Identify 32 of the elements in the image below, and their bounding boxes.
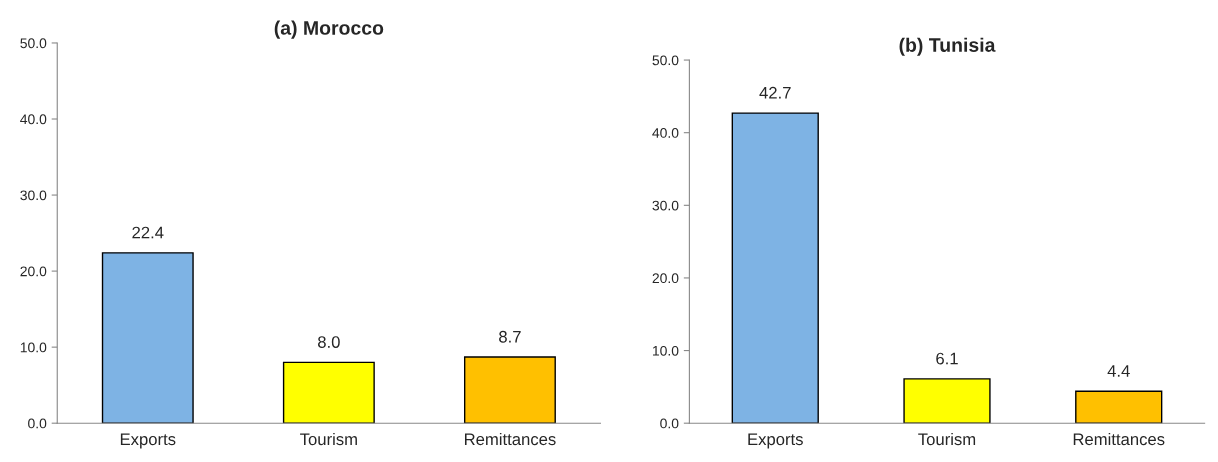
bar bbox=[463, 356, 556, 424]
y-tick-label: 20.0 bbox=[652, 273, 679, 284]
x-tick-label: Tourism bbox=[300, 432, 357, 446]
y-tick-label: 20.0 bbox=[20, 266, 47, 277]
x-tick-label: Remittances bbox=[1073, 432, 1165, 446]
bar bbox=[101, 252, 194, 424]
y-tick-label: 50.0 bbox=[652, 55, 679, 66]
data-label: 6.1 bbox=[936, 352, 958, 365]
y-tick-label: 40.0 bbox=[652, 128, 679, 138]
bar bbox=[1075, 390, 1163, 424]
x-tick-label: Remittances bbox=[464, 432, 556, 446]
x-tick-label: Exports bbox=[748, 433, 803, 449]
bar bbox=[903, 378, 991, 424]
y-tick-label: 50.0 bbox=[20, 38, 47, 49]
data-label: 42.7 bbox=[759, 86, 791, 99]
y-tick-label: 10.0 bbox=[20, 342, 47, 353]
y-tick-label: 0.0 bbox=[28, 418, 47, 429]
chart-title: (a) Morocco bbox=[274, 20, 384, 39]
y-tick-label: 30.0 bbox=[20, 190, 47, 201]
x-tick-label: Tourism bbox=[918, 432, 976, 446]
bar bbox=[282, 361, 375, 424]
y-tick-label: 10.0 bbox=[653, 345, 679, 356]
x-tick-label: Exports bbox=[120, 433, 176, 449]
bar bbox=[731, 112, 819, 424]
data-label: 22.4 bbox=[132, 226, 164, 239]
y-tick-label: 0.0 bbox=[660, 418, 679, 429]
y-tick-label: 30.0 bbox=[652, 200, 679, 211]
data-label: 8.0 bbox=[318, 336, 340, 348]
chart-title: (b) Tunisia bbox=[899, 37, 996, 56]
data-label: 8.7 bbox=[499, 330, 521, 343]
y-tick-label: 40.0 bbox=[20, 114, 47, 125]
data-label: 4.4 bbox=[1107, 365, 1130, 377]
